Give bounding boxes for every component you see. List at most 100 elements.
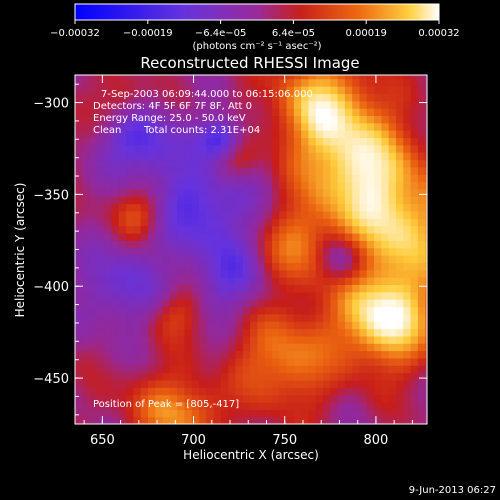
heatmap-cell bbox=[344, 328, 353, 337]
heatmap-cell bbox=[330, 166, 339, 175]
heatmap-cell bbox=[410, 196, 419, 205]
heatmap-cell bbox=[118, 122, 127, 131]
heatmap-cell bbox=[395, 409, 404, 418]
heatmap-cell bbox=[279, 350, 288, 359]
heatmap-cell bbox=[388, 232, 397, 241]
heatmap-cell bbox=[366, 159, 375, 168]
heatmap-cell bbox=[403, 306, 412, 315]
heatmap-cell bbox=[242, 108, 251, 117]
heatmap-cell bbox=[417, 328, 426, 337]
heatmap-cell bbox=[337, 365, 346, 374]
heatmap-cell bbox=[344, 130, 353, 139]
heatmap-cell bbox=[359, 203, 368, 212]
heatmap-cell bbox=[417, 100, 426, 109]
heatmap-cell bbox=[352, 284, 361, 293]
heatmap-cell bbox=[126, 306, 134, 315]
heatmap-cell bbox=[75, 343, 83, 352]
heatmap-cell bbox=[96, 247, 105, 256]
heatmap-cell bbox=[425, 365, 427, 374]
heatmap-cell bbox=[308, 409, 317, 418]
heatmap-cell bbox=[381, 181, 390, 190]
heatmap-cell bbox=[264, 299, 273, 308]
heatmap-cell bbox=[257, 218, 266, 227]
heatmap-cell bbox=[388, 321, 397, 330]
heatmap-cell bbox=[264, 350, 273, 359]
heatmap-cell bbox=[118, 387, 127, 396]
heatmap-cell bbox=[213, 335, 222, 344]
heatmap-cell bbox=[330, 269, 339, 278]
heatmap-cell bbox=[75, 232, 83, 241]
heatmap-cell bbox=[184, 93, 193, 102]
heatmap-cell bbox=[352, 313, 361, 322]
heatmap-cell bbox=[315, 255, 324, 263]
heatmap-cell bbox=[250, 306, 258, 315]
heatmap-cell bbox=[366, 409, 375, 418]
heatmap-cell bbox=[395, 255, 404, 263]
heatmap-cell bbox=[96, 115, 105, 124]
heatmap-cell bbox=[104, 365, 113, 374]
heatmap-cell bbox=[228, 357, 237, 366]
heatmap-cell bbox=[271, 262, 280, 271]
heatmap-cell bbox=[250, 240, 258, 249]
heatmap-cell bbox=[213, 357, 222, 366]
heatmap-cell bbox=[250, 210, 258, 219]
heatmap-cell bbox=[395, 100, 404, 109]
heatmap-cell bbox=[126, 225, 134, 234]
heatmap-cell bbox=[381, 203, 390, 212]
heatmap-cell bbox=[395, 181, 404, 190]
heatmap-cell bbox=[235, 262, 244, 271]
heatmap-cell bbox=[213, 152, 222, 161]
heatmap-cell bbox=[177, 284, 186, 293]
heatmap-cell bbox=[162, 387, 171, 396]
heatmap-cell bbox=[184, 130, 193, 139]
heatmap-cell bbox=[323, 328, 331, 337]
heatmap-cell bbox=[381, 240, 390, 249]
heatmap-cell bbox=[381, 196, 390, 205]
heatmap-cell bbox=[162, 335, 171, 344]
heatmap-cell bbox=[388, 284, 397, 293]
heatmap-cell bbox=[381, 379, 390, 388]
heatmap-cell bbox=[323, 196, 331, 205]
heatmap-cell bbox=[359, 100, 368, 109]
heatmap-cell bbox=[359, 240, 368, 249]
heatmap-cell bbox=[169, 291, 178, 300]
heatmap-cell bbox=[140, 401, 149, 410]
heatmap-cell bbox=[250, 100, 258, 109]
heatmap-cell bbox=[381, 313, 390, 322]
heatmap-cell bbox=[133, 365, 142, 374]
heatmap-cell bbox=[257, 299, 266, 308]
heatmap-cell bbox=[118, 365, 127, 374]
heatmap-cell bbox=[330, 313, 339, 322]
heatmap-cell bbox=[242, 137, 251, 146]
heatmap-cell bbox=[177, 350, 186, 359]
heatmap-cell bbox=[199, 401, 207, 410]
heatmap-cell bbox=[228, 240, 237, 249]
heatmap-cell bbox=[366, 188, 375, 197]
heatmap-cell bbox=[133, 255, 142, 263]
heatmap-cell bbox=[111, 299, 120, 308]
heatmap-cell bbox=[337, 343, 346, 352]
heatmap-cell bbox=[162, 188, 171, 197]
heatmap-cell bbox=[395, 75, 404, 80]
heatmap-cell bbox=[126, 181, 134, 190]
heatmap-cell bbox=[286, 218, 295, 227]
heatmap-cell bbox=[344, 299, 353, 308]
heatmap-cell bbox=[352, 306, 361, 315]
heatmap-cell bbox=[395, 232, 404, 241]
heatmap-cell bbox=[250, 394, 258, 403]
heatmap-cell bbox=[169, 115, 178, 124]
heatmap-cell bbox=[213, 401, 222, 410]
heatmap-cell bbox=[191, 328, 200, 337]
heatmap-cell bbox=[425, 343, 427, 352]
heatmap-cell bbox=[359, 181, 368, 190]
heatmap-cell bbox=[220, 350, 229, 359]
heatmap-cell bbox=[242, 291, 251, 300]
heatmap-cell bbox=[352, 394, 361, 403]
heatmap-cell bbox=[177, 93, 186, 102]
heatmap-cell bbox=[323, 262, 331, 271]
heatmap-cell bbox=[257, 115, 266, 124]
heatmap-cell bbox=[308, 262, 317, 271]
heatmap-cell bbox=[315, 188, 324, 197]
heatmap-cell bbox=[228, 372, 237, 381]
heatmap-cell bbox=[388, 306, 397, 315]
